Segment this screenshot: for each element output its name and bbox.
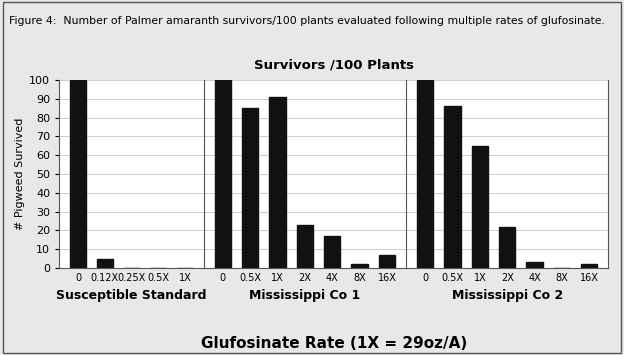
Bar xyxy=(527,262,543,268)
Text: Figure 4:  Number of Palmer amaranth survivors/100 plants evaluated following mu: Figure 4: Number of Palmer amaranth surv… xyxy=(9,16,605,26)
Bar xyxy=(270,97,286,268)
Y-axis label: # Pigweed Survived: # Pigweed Survived xyxy=(15,118,25,230)
Text: Mississippi Co 1: Mississippi Co 1 xyxy=(250,289,361,302)
Bar xyxy=(499,226,515,268)
Bar xyxy=(379,255,395,268)
Bar xyxy=(417,80,434,268)
Text: Susceptible Standard: Susceptible Standard xyxy=(56,289,207,302)
Bar xyxy=(97,258,113,268)
Bar xyxy=(444,106,461,268)
Bar xyxy=(242,108,258,268)
Bar xyxy=(324,236,341,268)
Bar xyxy=(581,264,597,268)
Bar xyxy=(297,225,313,268)
Bar xyxy=(215,80,231,268)
Bar xyxy=(70,80,86,268)
Text: Mississippi Co 2: Mississippi Co 2 xyxy=(452,289,563,302)
Text: Survivors /100 Plants: Survivors /100 Plants xyxy=(254,58,414,71)
Text: Glufosinate Rate (1X = 29oz/A): Glufosinate Rate (1X = 29oz/A) xyxy=(201,337,467,351)
Bar xyxy=(351,264,368,268)
Bar xyxy=(472,146,488,268)
